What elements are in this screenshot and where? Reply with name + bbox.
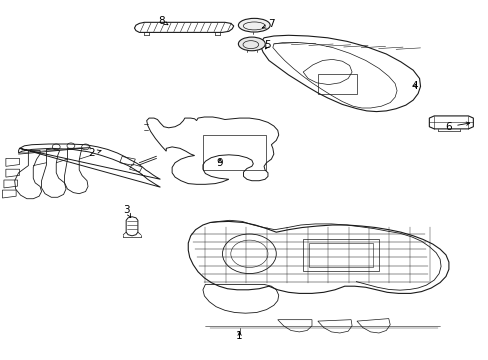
Text: 6: 6 <box>445 122 469 132</box>
Bar <box>203 135 265 170</box>
Ellipse shape <box>238 18 269 32</box>
Bar <box>129 164 142 172</box>
Text: 3: 3 <box>122 204 130 217</box>
Bar <box>303 239 378 271</box>
Text: 8: 8 <box>158 16 167 26</box>
Ellipse shape <box>238 37 265 51</box>
Bar <box>120 157 135 165</box>
Text: 7: 7 <box>262 19 274 30</box>
Text: 2: 2 <box>88 148 101 158</box>
Text: 1: 1 <box>236 330 243 341</box>
Text: 4: 4 <box>410 81 417 91</box>
Text: 5: 5 <box>264 40 271 50</box>
Bar <box>308 243 372 267</box>
Text: 9: 9 <box>216 158 223 168</box>
